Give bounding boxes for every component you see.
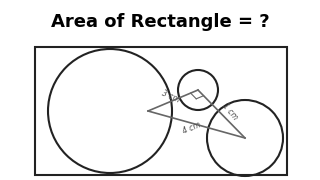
Text: Area of Rectangle = ?: Area of Rectangle = ?: [51, 13, 269, 31]
Text: 4 cm: 4 cm: [181, 120, 203, 136]
Text: 3 cm: 3 cm: [161, 89, 181, 105]
Text: 1 cm: 1 cm: [220, 102, 239, 122]
Bar: [35, 47, 287, 175]
